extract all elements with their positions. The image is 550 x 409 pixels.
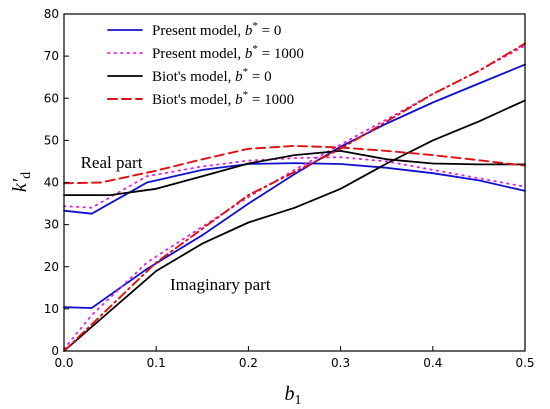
y-axis-label: k′d bbox=[9, 172, 34, 192]
x-tick-label-5: 0.5 bbox=[515, 356, 534, 370]
x-tick-label-4: 0.4 bbox=[423, 356, 442, 370]
series-layer bbox=[63, 42, 526, 352]
y-tick-label-3: 30 bbox=[44, 218, 59, 232]
y-tick-label-1: 10 bbox=[44, 302, 59, 316]
y-tick-label-8: 80 bbox=[44, 7, 59, 21]
legend-label-0: Present model, b* = 0 bbox=[152, 20, 281, 39]
series-line-5-imaginary bbox=[63, 99, 526, 352]
annotation-imaginary-part: Imaginary part bbox=[170, 275, 271, 294]
y-tick-label-5: 50 bbox=[44, 133, 59, 147]
y-tick-label-6: 60 bbox=[44, 91, 59, 105]
series-line-1-imaginary bbox=[63, 63, 526, 309]
series-line-4-real bbox=[63, 149, 526, 197]
legend-label-1: Present model, b* = 1000 bbox=[152, 43, 304, 62]
series-line-6-real bbox=[63, 144, 526, 185]
x-tick-label-2: 0.2 bbox=[239, 356, 258, 370]
series-line-2-real bbox=[63, 156, 526, 209]
y-tick-label-0: 0 bbox=[51, 344, 59, 358]
ticks-layer: 0.0 0.1 0.2 0.3 0.4 0.5 0 10 20 30 40 50 60 70 80 bbox=[44, 7, 535, 370]
x-tick-label-0: 0.0 bbox=[54, 356, 73, 370]
x-tick-label-3: 0.3 bbox=[331, 356, 350, 370]
annotation-real-part: Real part bbox=[81, 153, 143, 172]
y-tick-label-2: 20 bbox=[44, 260, 59, 274]
y-tick-label-4: 40 bbox=[44, 176, 59, 190]
series-line-7-imaginary bbox=[63, 42, 526, 352]
x-tick-label-1: 0.1 bbox=[147, 356, 166, 370]
x-axis-label: b1 bbox=[285, 383, 302, 408]
legend: Present model, b* = 0 Present model, b* =… bbox=[107, 20, 304, 108]
y-tick-label-7: 70 bbox=[44, 49, 59, 63]
legend-label-3: Biot's model, b* = 1000 bbox=[152, 89, 294, 108]
legend-label-2: Biot's model, b* = 0 bbox=[152, 66, 272, 85]
